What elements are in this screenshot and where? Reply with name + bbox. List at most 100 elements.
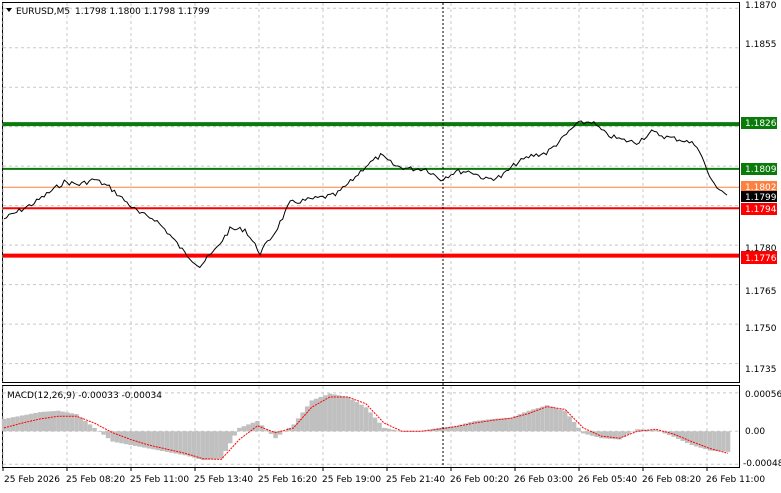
macd-histogram-bar <box>214 431 219 460</box>
price-series <box>3 120 728 269</box>
macd-histogram-bar <box>590 431 595 436</box>
macd-histogram-bar <box>608 431 613 439</box>
macd-histogram-bar <box>219 431 224 459</box>
macd-histogram-bar <box>716 431 722 452</box>
macd-histogram-bar <box>386 428 391 432</box>
current-price-label: 1.1799 <box>745 193 777 203</box>
macd-histogram-bar <box>517 414 523 432</box>
price-axis-label: 1.1855 <box>745 40 777 50</box>
macd-histogram-bar <box>96 431 102 432</box>
macd-histogram-bar <box>259 425 265 432</box>
macd-indicator-label[interactable]: MACD(12,26,9) -0.00033 -0.00034 <box>7 391 162 401</box>
macd-histogram-bar <box>223 431 228 451</box>
macd-histogram-bar <box>60 411 66 432</box>
macd-histogram-bar <box>485 419 491 432</box>
macd-histogram-bar <box>698 431 704 448</box>
macd-histogram-bar <box>581 431 586 434</box>
macd-histogram-bar <box>33 412 38 432</box>
macd-histogram-bar <box>576 427 581 432</box>
macd-histogram-bar <box>246 424 251 432</box>
macd-histogram-bar <box>454 425 459 432</box>
macd-histogram-bar <box>472 421 477 432</box>
macd-axis[interactable]: 0.00056 0.00 -0.00048 <box>743 390 781 469</box>
macd-histogram-bar <box>187 431 192 457</box>
dropdown-triangle-icon[interactable] <box>6 8 12 12</box>
level-badge-label: 1.1809 <box>745 165 777 175</box>
macd-histogram-bar <box>703 431 708 450</box>
macd-histogram-bar <box>101 431 106 435</box>
macd-histogram-bar <box>490 418 495 432</box>
macd-histogram-bar <box>707 431 713 451</box>
macd-histogram-bar <box>463 423 468 432</box>
chart-header-ohlc: 1.1798 1.1800 1.1798 1.1799 <box>75 7 210 17</box>
macd-histogram-bar <box>495 418 500 432</box>
macd-histogram-bar <box>721 431 726 452</box>
main-chart-frame <box>2 2 740 383</box>
macd-histogram-bar <box>160 431 165 451</box>
macd-axis-label: 0.00 <box>745 427 765 437</box>
bid-price-label: 1.1802 <box>745 183 777 193</box>
macd-histogram-bar <box>268 431 274 434</box>
macd-histogram-bar <box>368 412 373 432</box>
time-axis-label: 26 Feb 03:00 <box>514 475 573 485</box>
time-axis-label: 25 Feb 08:20 <box>66 475 125 485</box>
chart-header-symbol: EURUSD,M5 <box>16 7 70 17</box>
time-axis-label: 26 Feb 11:00 <box>706 475 765 485</box>
macd-histogram-bar <box>513 415 518 432</box>
macd-histogram-bar <box>69 413 75 432</box>
macd-histogram-bar <box>232 431 237 436</box>
macd-histogram-bar <box>228 431 233 444</box>
price-axis[interactable]: 1.1870 1.1855 1.1826 1.1809 1.1802 1.179… <box>741 1 777 375</box>
macd-histogram-bar <box>657 431 663 432</box>
macd-histogram-bar <box>612 431 618 440</box>
macd-axis-label: -0.00048 <box>743 459 781 469</box>
macd-histogram-bar <box>205 431 210 460</box>
current-price-badge <box>741 191 777 202</box>
macd-histogram-bar <box>680 431 685 441</box>
macd-histogram-bar <box>644 429 649 432</box>
time-axis-label: 26 Feb 08:20 <box>642 475 701 485</box>
macd-histogram-bar <box>567 416 572 432</box>
macd-histogram-bar <box>599 431 604 439</box>
macd-histogram-bar <box>535 408 541 432</box>
macd-histogram-bar <box>241 426 247 432</box>
macd-histogram-bar <box>28 413 34 432</box>
macd-histogram-bar <box>128 431 133 445</box>
macd-histogram-bar <box>395 430 400 432</box>
macd-histogram-bar <box>562 410 568 432</box>
macd-histogram-bar <box>499 418 504 432</box>
macd-histogram-bar <box>277 431 283 435</box>
time-axis-label: 26 Feb 00:20 <box>450 475 509 485</box>
macd-axis-label: 0.00056 <box>745 390 781 400</box>
macd-histogram-bar <box>390 429 396 432</box>
macd-histogram-bar <box>142 431 147 448</box>
price-axis-label: 1.1735 <box>745 365 777 375</box>
level-badge-green <box>741 117 777 129</box>
macd-histogram-bar <box>621 431 627 437</box>
time-axis[interactable]: 25 Feb 2026 25 Feb 08:20 25 Feb 11:00 25… <box>4 475 765 485</box>
price-axis-label: 1.1750 <box>745 324 777 334</box>
macd-histogram-bar <box>445 426 450 432</box>
macd-histogram-bar <box>467 422 473 432</box>
macd-histogram-bar <box>273 431 278 439</box>
macd-histogram-bar <box>522 412 527 432</box>
macd-histogram-bar <box>694 431 699 447</box>
macd-histogram-bar <box>110 431 115 442</box>
macd-histogram-bar <box>173 431 179 454</box>
macd-histogram-bar <box>237 427 242 432</box>
level-badge-label: 1.1776 <box>745 254 777 264</box>
macd-histogram-bar <box>137 431 142 447</box>
macd-histogram-bar <box>372 417 378 432</box>
macd-histogram-bar <box>209 431 215 460</box>
macd-histogram-bar <box>712 431 717 451</box>
macd-histogram-bar <box>436 427 441 432</box>
time-axis-label: 26 Feb 05:40 <box>578 475 637 485</box>
macd-histogram-bar <box>47 411 52 432</box>
macd-histogram-bar <box>196 431 201 459</box>
macd-histogram-bar <box>42 411 47 432</box>
macd-histogram-bar <box>540 406 545 432</box>
macd-histogram-bar <box>323 395 328 432</box>
